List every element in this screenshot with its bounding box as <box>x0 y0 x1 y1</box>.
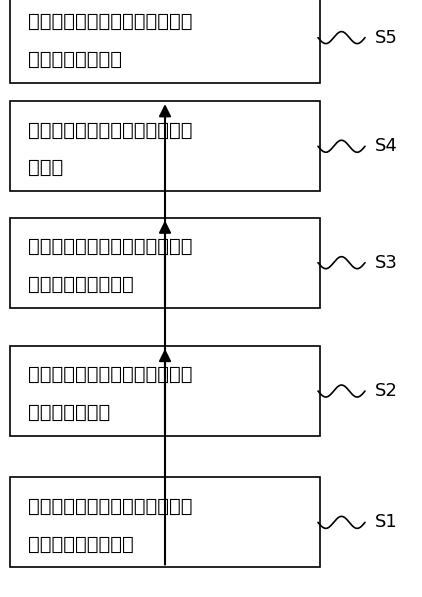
Text: 度模型: 度模型 <box>28 158 63 177</box>
Text: 确定因恶劣气候环境引发的飞行: 确定因恶劣气候环境引发的飞行 <box>28 497 192 516</box>
Text: S2: S2 <box>375 382 398 400</box>
Bar <box>10 218 320 307</box>
Text: 事故为故障树顶事件: 事故为故障树顶事件 <box>28 534 134 553</box>
Bar <box>10 0 320 82</box>
Text: S3: S3 <box>375 254 398 272</box>
Text: 影响风险的重要度: 影响风险的重要度 <box>28 50 122 69</box>
Text: 素集合及构建故障树: 素集合及构建故障树 <box>28 275 134 294</box>
Text: S4: S4 <box>375 137 398 155</box>
Bar <box>10 101 320 191</box>
Text: 预测恶劣气候因素对飞行安全性: 预测恶劣气候因素对飞行安全性 <box>28 12 192 31</box>
Text: S1: S1 <box>375 513 398 531</box>
Text: S5: S5 <box>375 29 398 47</box>
Text: 对与气候因素相关事故及事故症: 对与气候因素相关事故及事故症 <box>28 365 192 384</box>
Bar <box>10 346 320 436</box>
Text: 候进行统计分析: 候进行统计分析 <box>28 403 110 422</box>
Text: 构建飞机恶劣气候环境故障危险: 构建飞机恶劣气候环境故障危险 <box>28 121 192 140</box>
Bar <box>10 478 320 567</box>
Text: 分析诱发飞机事故的恶劣气候因: 分析诱发飞机事故的恶劣气候因 <box>28 237 192 256</box>
